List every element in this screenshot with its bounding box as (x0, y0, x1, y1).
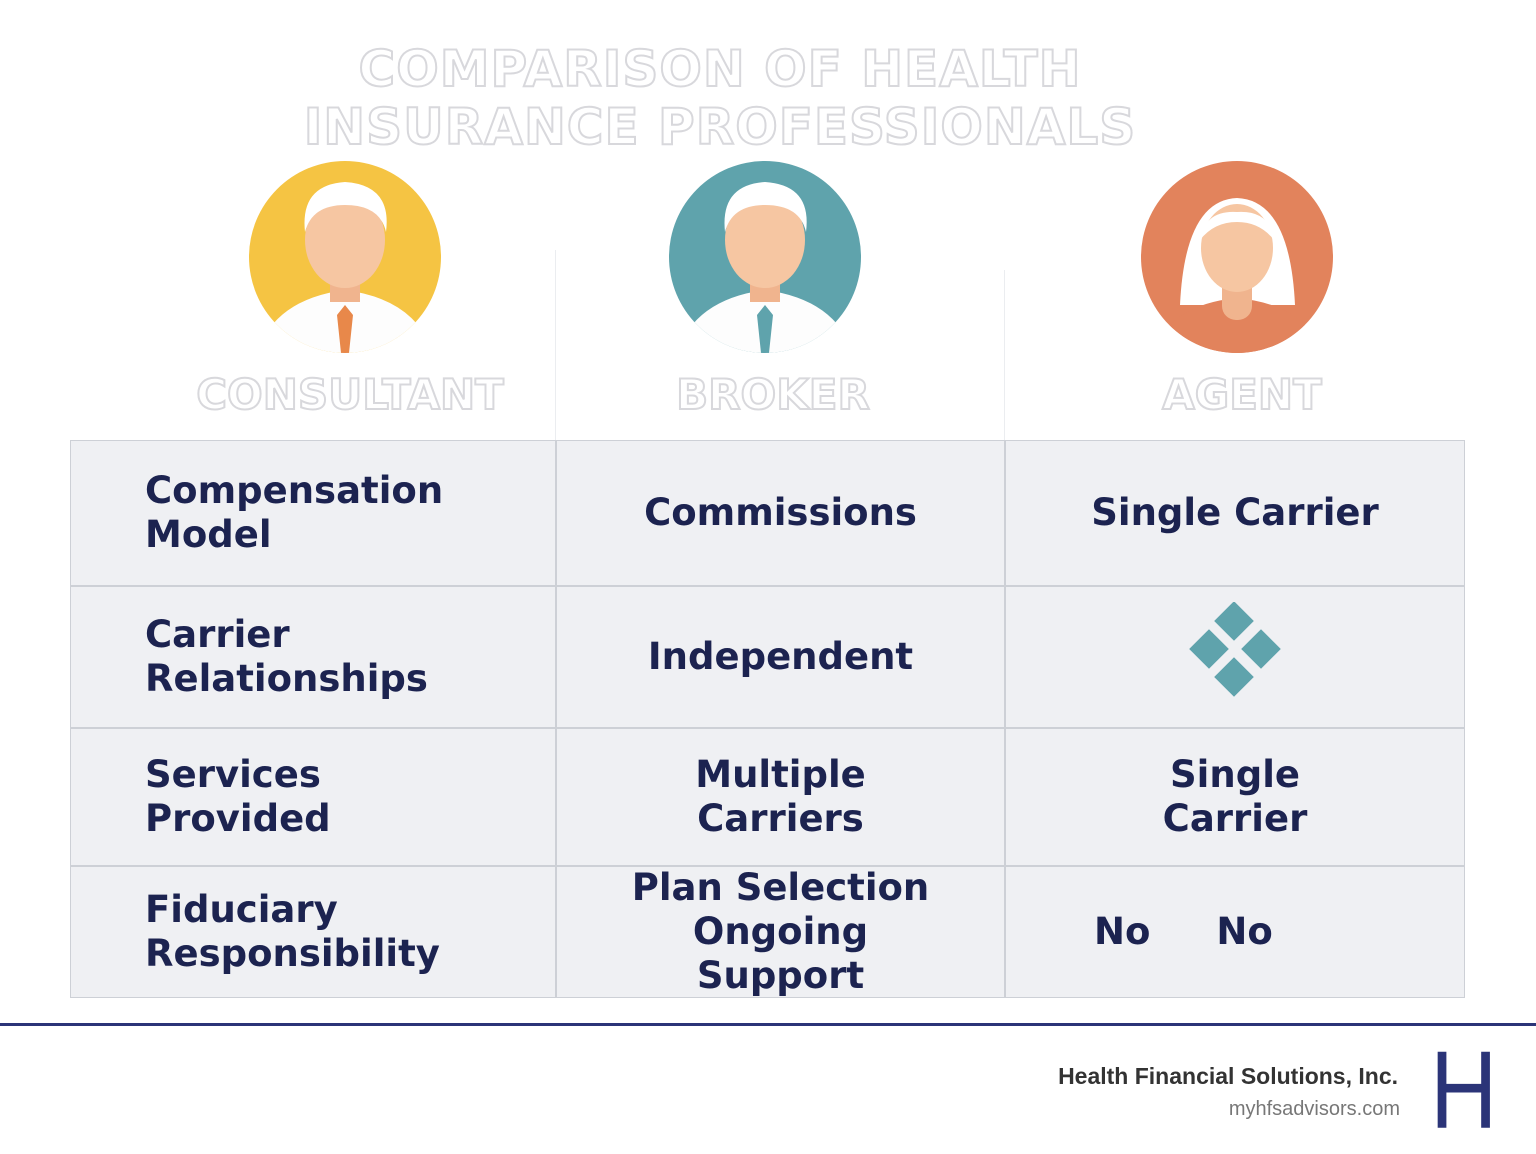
consultant-avatar (249, 161, 441, 353)
diamond-icon (1189, 602, 1281, 697)
table-cell: Fiduciary Responsibility (70, 866, 556, 998)
cell-text: Plan Selection Ongoing Support (631, 866, 930, 997)
avatars (249, 161, 1333, 353)
table-cell: Commissions (556, 440, 1005, 586)
separator (555, 250, 556, 440)
table-cell: Carrier Relationships (70, 586, 556, 728)
table-cell (1005, 586, 1465, 728)
cell-text: Single Carrier (1162, 753, 1308, 840)
cell-text: Multiple Carriers (695, 753, 866, 840)
column-header: BROKER (675, 369, 871, 420)
cell-text: Commissions (644, 491, 917, 534)
row-label: Carrier Relationships (145, 613, 428, 700)
website: myhfsadvisors.com (1228, 1098, 1400, 1120)
table-cell: Independent (556, 586, 1005, 728)
cell-text: Single Carrier (1091, 491, 1379, 534)
row-label: Compensation Model (145, 469, 444, 556)
cell-text: Independent (647, 635, 914, 678)
column-header: CONSULTANT (195, 369, 505, 420)
row-label: Fiduciary Responsibility (145, 888, 440, 975)
footer-rule (0, 1023, 1536, 1026)
comparison-table: Compensation Model Commissions Single Ca… (70, 440, 1465, 998)
company-name: Health Financial Solutions, Inc. (1058, 1063, 1398, 1089)
separator (1004, 270, 1005, 440)
table-cell: Single Carrier (1005, 728, 1465, 866)
broker-avatar (669, 161, 861, 353)
table-cell: No No (1005, 866, 1465, 998)
table-cell: Compensation Model (70, 440, 556, 586)
cell-text: No (1094, 910, 1151, 953)
row-label: Services Provided (145, 753, 331, 840)
table-cell: Single Carrier (1005, 440, 1465, 586)
table-cell: Multiple Carriers (556, 728, 1005, 866)
agent-avatar (1141, 161, 1333, 353)
column-header: AGENT (1161, 369, 1322, 420)
logo: H (1429, 1029, 1498, 1152)
cell-text: No (1216, 910, 1273, 953)
title: COMPARISON OF HEALTH INSURANCE PROFESSIO… (303, 39, 1137, 157)
table-cell: Plan Selection Ongoing Support (556, 866, 1005, 998)
table-cell: Services Provided (70, 728, 556, 866)
